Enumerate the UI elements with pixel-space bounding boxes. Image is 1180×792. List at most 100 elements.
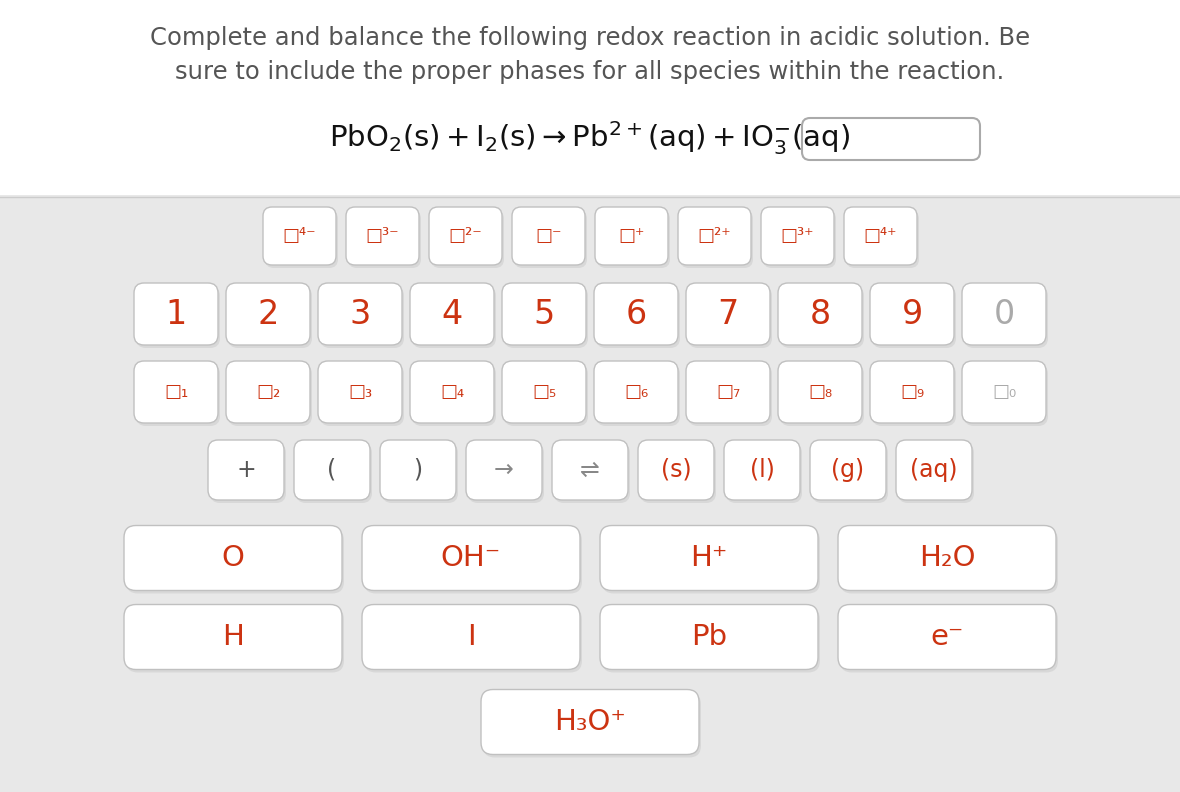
Text: ⇌: ⇌: [581, 458, 599, 482]
Text: 3: 3: [349, 298, 371, 330]
FancyBboxPatch shape: [552, 440, 628, 500]
FancyBboxPatch shape: [761, 207, 834, 265]
FancyBboxPatch shape: [483, 692, 701, 757]
FancyBboxPatch shape: [409, 283, 494, 345]
FancyBboxPatch shape: [809, 440, 886, 500]
FancyBboxPatch shape: [898, 443, 974, 503]
Text: □₉: □₉: [900, 383, 924, 401]
Text: sure to include the proper phases for all species within the reaction.: sure to include the proper phases for al…: [176, 60, 1004, 84]
FancyBboxPatch shape: [412, 286, 496, 348]
FancyBboxPatch shape: [678, 207, 750, 265]
Text: □₃: □₃: [348, 383, 372, 401]
FancyBboxPatch shape: [362, 526, 581, 591]
FancyBboxPatch shape: [870, 361, 953, 423]
Text: 9: 9: [902, 298, 923, 330]
Text: Pb: Pb: [691, 623, 727, 651]
FancyBboxPatch shape: [136, 286, 219, 348]
FancyBboxPatch shape: [346, 207, 419, 265]
FancyBboxPatch shape: [872, 286, 956, 348]
FancyBboxPatch shape: [135, 361, 218, 423]
FancyBboxPatch shape: [602, 528, 820, 593]
FancyBboxPatch shape: [594, 283, 678, 345]
FancyBboxPatch shape: [126, 528, 345, 593]
FancyBboxPatch shape: [962, 283, 1045, 345]
FancyBboxPatch shape: [599, 526, 818, 591]
Text: □₁: □₁: [164, 383, 188, 401]
Text: 1: 1: [165, 298, 186, 330]
FancyBboxPatch shape: [502, 361, 586, 423]
FancyBboxPatch shape: [602, 607, 820, 672]
Text: →: →: [494, 458, 513, 482]
FancyBboxPatch shape: [725, 440, 800, 500]
FancyBboxPatch shape: [838, 526, 1056, 591]
FancyBboxPatch shape: [870, 283, 953, 345]
FancyBboxPatch shape: [638, 440, 714, 500]
FancyBboxPatch shape: [553, 443, 630, 503]
FancyBboxPatch shape: [227, 283, 310, 345]
FancyBboxPatch shape: [227, 361, 310, 423]
Text: □⁴⁺: □⁴⁺: [864, 227, 897, 245]
FancyBboxPatch shape: [228, 364, 312, 426]
FancyBboxPatch shape: [840, 528, 1058, 593]
Text: (g): (g): [832, 458, 865, 482]
FancyBboxPatch shape: [680, 210, 753, 268]
Text: □⁺: □⁺: [618, 227, 644, 245]
Text: 4: 4: [441, 298, 463, 330]
FancyBboxPatch shape: [362, 604, 581, 669]
FancyBboxPatch shape: [228, 286, 312, 348]
FancyBboxPatch shape: [296, 443, 372, 503]
Text: I: I: [466, 623, 476, 651]
FancyBboxPatch shape: [962, 361, 1045, 423]
Text: □²⁻: □²⁻: [448, 227, 483, 245]
Text: 7: 7: [717, 298, 739, 330]
FancyBboxPatch shape: [514, 210, 586, 268]
FancyBboxPatch shape: [844, 207, 917, 265]
Text: 8: 8: [809, 298, 831, 330]
Text: □⁻: □⁻: [536, 227, 562, 245]
FancyBboxPatch shape: [688, 286, 772, 348]
Text: (l): (l): [749, 458, 774, 482]
FancyBboxPatch shape: [502, 283, 586, 345]
FancyBboxPatch shape: [595, 207, 668, 265]
FancyBboxPatch shape: [778, 361, 863, 423]
FancyBboxPatch shape: [124, 604, 342, 669]
Text: □₄: □₄: [440, 383, 464, 401]
Text: 0: 0: [994, 298, 1015, 330]
Text: $\mathregular{PbO_2(s) + I_2(s) \rightarrow Pb^{2+}(aq) + IO_3^{-}(aq)}$: $\mathregular{PbO_2(s) + I_2(s) \rightar…: [329, 119, 851, 157]
Text: □₂: □₂: [256, 383, 280, 401]
FancyBboxPatch shape: [135, 283, 218, 345]
FancyBboxPatch shape: [838, 604, 1056, 669]
FancyBboxPatch shape: [320, 286, 404, 348]
FancyBboxPatch shape: [512, 207, 585, 265]
Text: H: H: [222, 623, 244, 651]
FancyBboxPatch shape: [640, 443, 716, 503]
Text: (: (: [327, 458, 336, 482]
FancyBboxPatch shape: [846, 210, 919, 268]
Text: e⁻: e⁻: [930, 623, 964, 651]
FancyBboxPatch shape: [431, 210, 504, 268]
FancyBboxPatch shape: [126, 607, 345, 672]
FancyBboxPatch shape: [466, 440, 542, 500]
FancyBboxPatch shape: [597, 210, 670, 268]
Text: □₆: □₆: [624, 383, 648, 401]
Text: □⁴⁻: □⁴⁻: [283, 227, 316, 245]
FancyBboxPatch shape: [504, 364, 588, 426]
FancyBboxPatch shape: [599, 604, 818, 669]
FancyBboxPatch shape: [266, 210, 337, 268]
Text: □²⁺: □²⁺: [697, 227, 732, 245]
FancyBboxPatch shape: [964, 364, 1048, 426]
FancyBboxPatch shape: [320, 364, 404, 426]
FancyBboxPatch shape: [136, 364, 219, 426]
FancyBboxPatch shape: [208, 440, 284, 500]
FancyBboxPatch shape: [380, 440, 455, 500]
FancyBboxPatch shape: [481, 690, 699, 755]
Text: ): ): [413, 458, 422, 482]
Text: Complete and balance the following redox reaction in acidic solution. Be: Complete and balance the following redox…: [150, 26, 1030, 50]
FancyBboxPatch shape: [596, 286, 680, 348]
Text: 5: 5: [533, 298, 555, 330]
Text: □₀: □₀: [992, 383, 1016, 401]
Text: □³⁺: □³⁺: [781, 227, 814, 245]
FancyBboxPatch shape: [409, 361, 494, 423]
FancyBboxPatch shape: [412, 364, 496, 426]
FancyBboxPatch shape: [840, 607, 1058, 672]
